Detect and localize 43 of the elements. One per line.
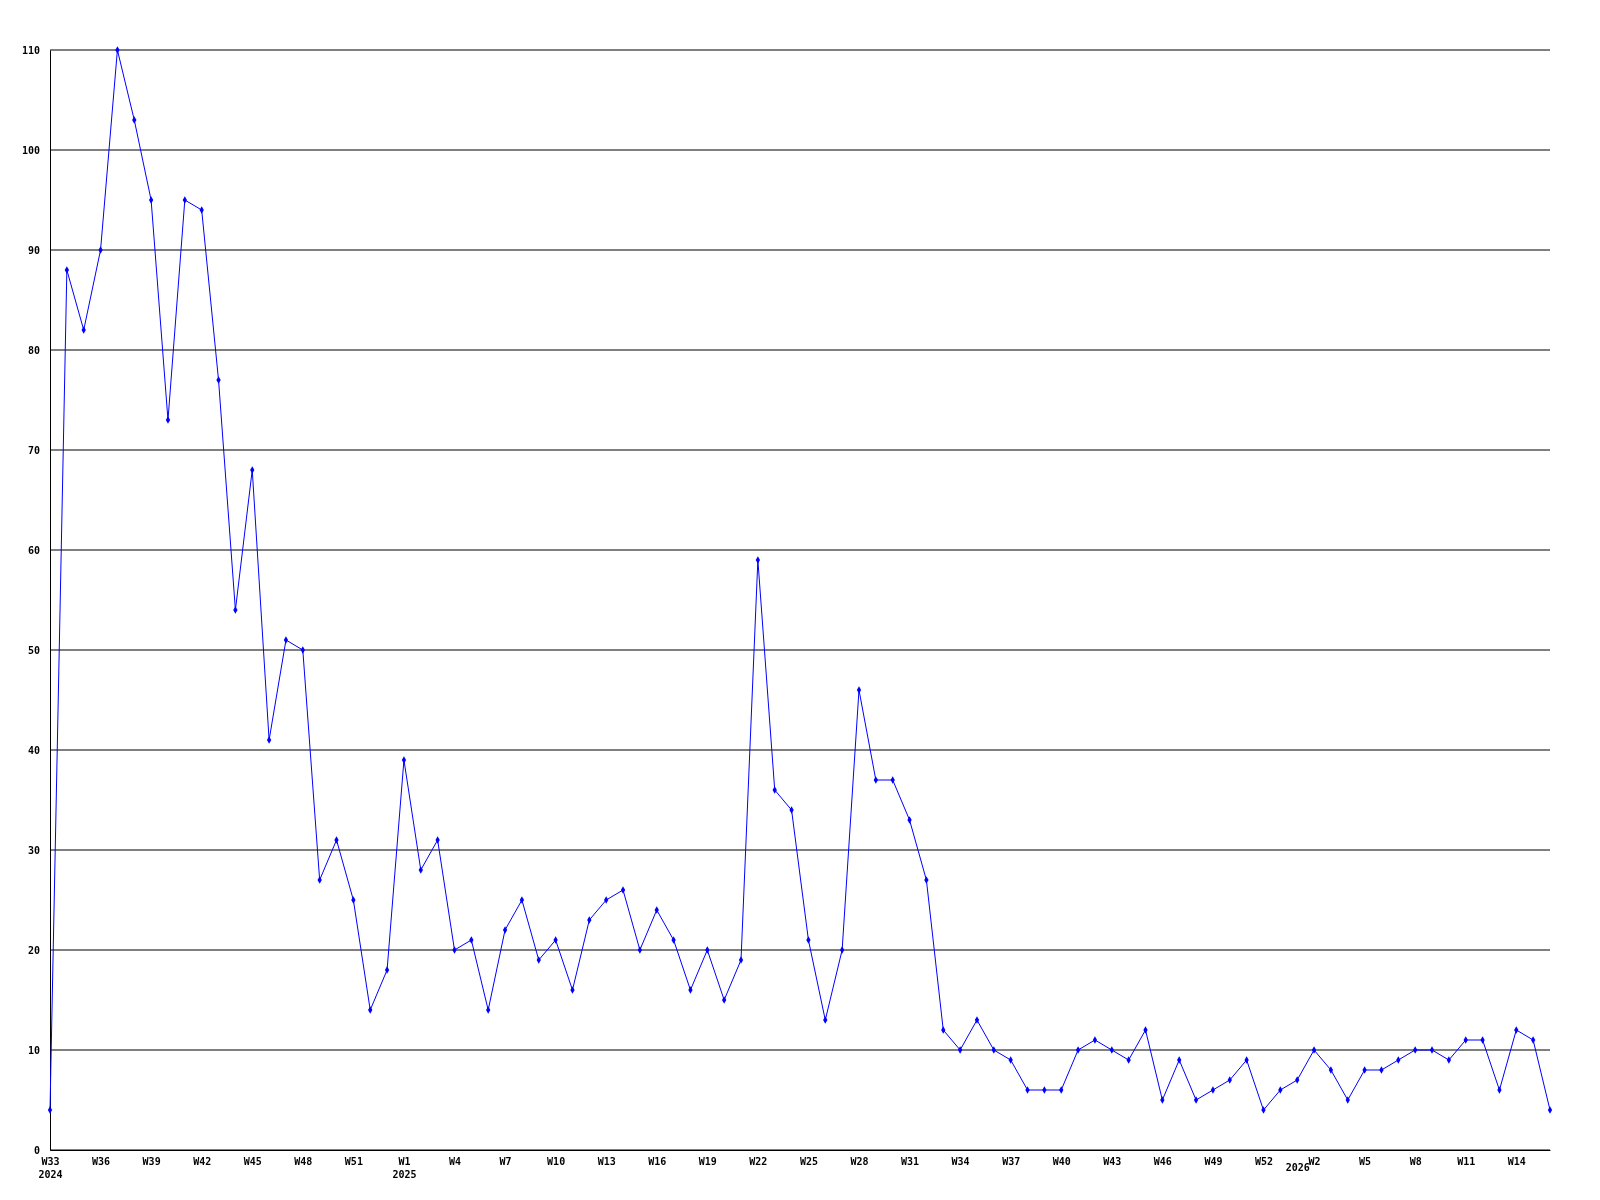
y-tick-label: 90 bbox=[27, 244, 40, 256]
x-tick-label: W10 bbox=[547, 1156, 566, 1168]
x-tick-label: W31 bbox=[901, 1156, 920, 1168]
y-tick-label: 50 bbox=[27, 644, 40, 656]
x-tick-label: W52 bbox=[1254, 1156, 1274, 1168]
x-tick-label: W22 bbox=[749, 1156, 768, 1168]
y-tick-label: 100 bbox=[21, 144, 40, 156]
x-tick-label: W11 bbox=[1457, 1156, 1476, 1168]
x-tick-label: W36 bbox=[92, 1156, 111, 1168]
x-tick-label: W4 bbox=[448, 1156, 462, 1168]
x-tick-label: W51 bbox=[344, 1156, 363, 1168]
y-tick-label: 10 bbox=[27, 1044, 40, 1056]
x-tick-label: W37 bbox=[1002, 1156, 1021, 1168]
x-tick-label: W45 bbox=[243, 1156, 262, 1168]
x-tick-label: W8 bbox=[1409, 1156, 1422, 1168]
x-tick-label: W49 bbox=[1204, 1156, 1223, 1168]
y-tick-label: 60 bbox=[27, 544, 40, 556]
y-tick-label: 110 bbox=[21, 44, 40, 56]
y-tick-label: 0 bbox=[33, 1144, 40, 1156]
x-tick-label: 2026 bbox=[1285, 1162, 1310, 1173]
y-tick-label: 20 bbox=[27, 944, 40, 956]
x-tick-label: W34 bbox=[951, 1156, 970, 1168]
x-tick-label: W46 bbox=[1153, 1156, 1172, 1168]
y-tick-label: 40 bbox=[27, 744, 40, 756]
x-tick-label: W28 bbox=[850, 1156, 869, 1168]
y-tick-label: 30 bbox=[27, 844, 40, 856]
x-tick-label: W43 bbox=[1103, 1156, 1122, 1168]
x-tick-label: W5 bbox=[1359, 1156, 1372, 1168]
x-tick-label: W7 bbox=[499, 1156, 512, 1168]
x-tick-label: W39 bbox=[142, 1156, 161, 1168]
y-tick-label: 80 bbox=[27, 344, 40, 356]
x-tick-label: W14 bbox=[1507, 1156, 1526, 1168]
x-tick-label: W25 bbox=[799, 1156, 818, 1168]
x-tick-label: W33 2024 bbox=[38, 1156, 63, 1181]
x-tick-label: W48 bbox=[294, 1156, 313, 1168]
x-tick-label: W13 bbox=[597, 1156, 616, 1168]
y-tick-label: 70 bbox=[27, 444, 40, 456]
x-tick-label: W42 bbox=[193, 1156, 212, 1168]
x-tick-label: W16 bbox=[648, 1156, 667, 1168]
x-tick-label: W1 2025 bbox=[392, 1156, 417, 1181]
x-tick-label: W2 bbox=[1308, 1156, 1321, 1168]
x-tick-label: W19 bbox=[698, 1156, 717, 1168]
x-tick-label: W40 bbox=[1052, 1156, 1071, 1168]
